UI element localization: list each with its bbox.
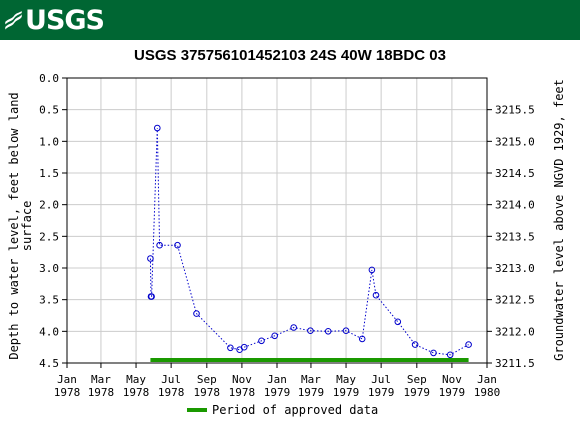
- data-point: [147, 255, 154, 262]
- x-tick-month: May: [126, 373, 146, 386]
- right-axis: 3215.5 3215.0 3214.5 3214.0 3213.5 3213.0 3212…: [487, 104, 535, 370]
- data-point: [156, 241, 163, 249]
- left-tick-label: 1.0: [39, 135, 59, 148]
- left-tick-label: 1.5: [39, 167, 59, 180]
- left-tick-label: 4.0: [39, 325, 59, 338]
- x-tick-year: 1980: [474, 386, 501, 399]
- x-tick-year: 1978: [88, 386, 115, 399]
- data-point: [240, 343, 248, 351]
- x-tick-year: 1978: [123, 386, 150, 399]
- x-tick-year: 1978: [229, 386, 256, 399]
- left-axis-title-line2: surface: [20, 201, 34, 252]
- data-point: [148, 293, 155, 300]
- x-axis: Jan1978Mar1978May1978Jul1978Sep1978Nov19…: [54, 363, 501, 399]
- x-tick-year: 1978: [158, 386, 185, 399]
- data-point: [372, 291, 380, 299]
- x-tick-year: 1978: [194, 386, 221, 399]
- data-point: [193, 310, 200, 317]
- data-point: [368, 266, 376, 274]
- x-tick-year: 1979: [439, 386, 466, 399]
- right-tick-label: 3215.5: [495, 104, 535, 117]
- right-tick-label: 3212.5: [495, 294, 535, 307]
- series-line: [149, 127, 469, 356]
- x-tick-month: May: [336, 373, 356, 386]
- data-point: [174, 241, 181, 249]
- x-tick-year: 1979: [298, 386, 325, 399]
- data-point: [307, 327, 314, 335]
- left-tick-label: 3.0: [39, 262, 59, 275]
- x-tick-month: Mar: [91, 373, 111, 386]
- x-tick-year: 1979: [264, 386, 291, 399]
- grid-lines: [67, 78, 487, 363]
- usgs-header-bar: USGS: [0, 0, 580, 40]
- left-tick-label: 2.5: [39, 230, 59, 243]
- right-tick-label: 3213.0: [495, 262, 535, 275]
- x-tick-month: Jul: [371, 373, 391, 386]
- data-point: [358, 335, 366, 343]
- legend-label: Period of approved data: [212, 403, 378, 417]
- x-tick-year: 1979: [333, 386, 360, 399]
- left-axis-title: Depth to water level, feet below land sur…: [7, 92, 34, 359]
- data-point: [394, 318, 402, 326]
- x-tick-year: 1979: [404, 386, 431, 399]
- left-axis-title-line1: Depth to water level, feet below land: [7, 92, 21, 359]
- x-tick-month: Jan: [477, 373, 497, 386]
- x-tick-year: 1978: [54, 386, 81, 399]
- data-point: [342, 327, 350, 335]
- x-tick-month: Sep: [197, 373, 217, 386]
- x-tick-month: Nov: [442, 373, 462, 386]
- x-tick-month: Jan: [57, 373, 77, 386]
- data-point: [465, 341, 472, 348]
- x-tick-month: Jan: [267, 373, 287, 386]
- data-point: [154, 124, 161, 132]
- series-depth: [147, 124, 472, 359]
- x-tick-month: Nov: [232, 373, 252, 386]
- usgs-logo[interactable]: USGS: [4, 3, 105, 37]
- right-axis-title: Groundwater level above NGVD 1929, feet: [552, 79, 566, 361]
- data-point: [446, 351, 454, 359]
- right-tick-label: 3214.5: [495, 167, 535, 180]
- data-point: [290, 324, 298, 331]
- left-tick-label: 3.5: [39, 294, 59, 307]
- data-point: [271, 332, 279, 340]
- right-tick-label: 3213.5: [495, 230, 535, 243]
- usgs-wave-icon: [5, 11, 22, 30]
- x-tick-year: 1979: [368, 386, 395, 399]
- left-tick-label: 0.5: [39, 104, 59, 117]
- left-tick-label: 4.5: [39, 357, 59, 370]
- x-tick-month: Mar: [301, 373, 321, 386]
- data-point: [430, 349, 437, 357]
- x-tick-month: Sep: [407, 373, 427, 386]
- right-tick-label: 3214.0: [495, 199, 535, 212]
- x-tick-month: Jul: [161, 373, 181, 386]
- data-point: [411, 341, 419, 348]
- right-tick-label: 3211.5: [495, 357, 535, 370]
- chart-title: USGS 375756101452103 24S 40W 18BDC 03: [134, 47, 446, 64]
- data-point: [227, 344, 234, 352]
- right-tick-label: 3212.0: [495, 325, 535, 338]
- legend: Period of approved data: [187, 403, 378, 417]
- data-point: [324, 328, 332, 335]
- left-axis: 0.0 0.5 1.0 1.5 2.0 2.5 3.0 3.5 4.0 4.5: [39, 72, 67, 370]
- left-tick-label: 2.0: [39, 199, 59, 212]
- right-tick-label: 3215.0: [495, 135, 535, 148]
- usgs-logo-text: USGS: [25, 4, 105, 36]
- left-tick-label: 0.0: [39, 72, 59, 85]
- data-point: [258, 337, 265, 345]
